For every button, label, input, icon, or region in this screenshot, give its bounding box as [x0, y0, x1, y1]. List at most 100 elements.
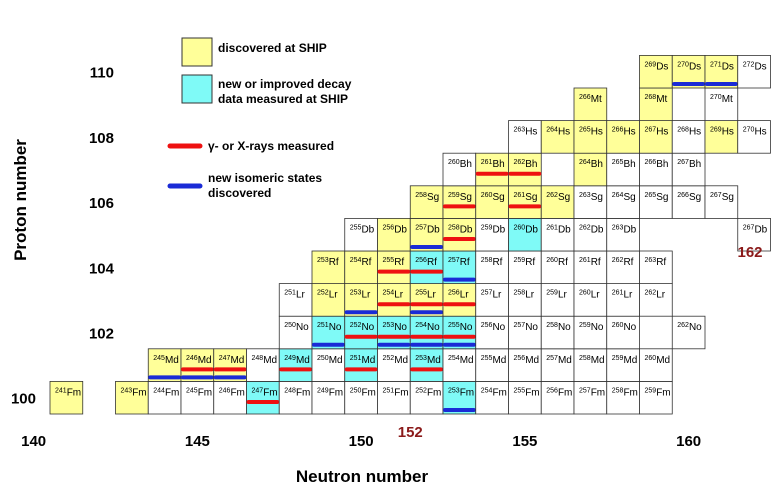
mass-number: 260	[546, 257, 558, 264]
mass-number: 256	[514, 355, 526, 362]
nuclide-label: 254Lr	[383, 290, 404, 301]
nuclide-db-257: 257Db	[409, 217, 444, 252]
nuclide-label: 256Md	[514, 355, 540, 366]
nuclide-fm-246: 246Fm	[213, 380, 247, 415]
nuclide-label: 261Lr	[612, 290, 633, 301]
cell-box	[737, 120, 771, 154]
legend-item-1: discovered at SHIP	[181, 37, 327, 67]
mass-number: 263	[514, 127, 526, 134]
nuclide-db-256: 256Db	[377, 217, 411, 252]
cell-box	[671, 152, 706, 187]
nuclide-no-255: 255No	[442, 315, 477, 350]
cell-box	[311, 380, 346, 415]
nuclide-rf-259: 259Rf	[508, 250, 542, 284]
element-symbol: Md	[591, 355, 605, 366]
mass-number: 267	[645, 127, 657, 134]
nuclide-mt-268: 268Mt	[639, 87, 673, 121]
nuclide-label: 244Fm	[153, 387, 179, 398]
cell-box	[475, 348, 509, 382]
element-symbol: Sg	[722, 192, 734, 203]
nuclide-label: 258Fm	[612, 387, 638, 398]
nuclide-no-257: 257No	[508, 315, 542, 350]
mass-number: 264	[546, 127, 558, 134]
mass-number: 269	[645, 61, 657, 68]
nuclide-lr-260: 260Lr	[573, 283, 608, 317]
legend-label: discovered at SHIP	[218, 41, 327, 55]
element-symbol: Lr	[591, 290, 601, 301]
element-symbol: Bh	[525, 159, 537, 170]
cell-box	[606, 120, 640, 154]
magic-number-162: 162	[737, 244, 762, 261]
cell-box	[573, 250, 608, 284]
nuclide-sg-267: 267Sg	[704, 185, 739, 219]
nuclide-ds-270: 270Ds	[671, 55, 706, 89]
nuclide-fm-248: 248Fm	[278, 380, 313, 415]
element-symbol: No	[525, 322, 538, 333]
mass-number: 254	[415, 322, 427, 329]
element-symbol: Lr	[492, 290, 502, 301]
nuclide-label: 253No	[383, 322, 408, 333]
nuclide-rf-260: 260Rf	[540, 250, 575, 284]
cell-box	[278, 283, 313, 317]
nuclide-label: 245Fm	[186, 387, 212, 398]
nuclide-label: 260Md	[645, 355, 671, 366]
nuclide-label: 247Fm	[252, 387, 278, 398]
nuclide-ds-269: 269Ds	[639, 55, 673, 89]
nuclide-rf-256: 256Rf	[409, 250, 444, 284]
nuclide-label: 245Md	[153, 355, 179, 366]
element-symbol: Ds	[722, 61, 734, 72]
mass-number: 254	[350, 257, 362, 264]
nuclide-hs-269: 269Hs	[704, 120, 739, 154]
cell-box	[639, 87, 673, 121]
nuclide-hs-264: 264Hs	[540, 120, 575, 154]
cell-box	[639, 152, 673, 187]
element-symbol: Fm	[427, 387, 441, 398]
mass-number: 255	[350, 224, 362, 231]
element-symbol: Db	[492, 224, 505, 235]
mass-number: 256	[383, 224, 395, 231]
mass-number: 258	[448, 224, 460, 231]
nuclide-label: 258Md	[579, 355, 605, 366]
nuclide-label: 254Md	[448, 355, 474, 366]
element-symbol: Md	[361, 355, 375, 366]
nuclide-no-252: 252No	[344, 315, 378, 350]
cell-box	[639, 283, 673, 317]
cell-box	[115, 380, 149, 415]
mass-number: 261	[579, 257, 591, 264]
cell-box	[540, 217, 575, 252]
nuclide-db-262: 262Db	[573, 217, 608, 252]
magic-number-152: 152	[398, 424, 423, 441]
cell-box	[540, 283, 575, 317]
cell-box	[639, 250, 673, 284]
x-tick-160: 160	[676, 433, 701, 450]
cell-box	[344, 315, 378, 350]
element-symbol: Md	[329, 355, 343, 366]
element-symbol: Sg	[558, 192, 570, 203]
element-symbol: Hs	[722, 127, 734, 138]
mass-number: 247	[219, 355, 231, 362]
nuclide-label: 263Rf	[645, 257, 667, 268]
cell-box	[606, 348, 640, 382]
element-symbol: Db	[361, 224, 374, 235]
element-symbol: Rf	[525, 257, 535, 268]
nuclide-label: 263Sg	[579, 192, 603, 203]
nuclide-md-248: 248Md	[246, 348, 280, 382]
cell-box	[606, 380, 640, 415]
element-symbol: Md	[230, 355, 244, 366]
nuclide-label: 258Lr	[514, 290, 535, 301]
nuclide-hs-263: 263Hs	[508, 120, 542, 154]
mass-number: 262	[546, 192, 558, 199]
nuclide-label: 262Rf	[612, 257, 634, 268]
nuclide-lr-261: 261Lr	[606, 283, 640, 317]
nuclide-label: 248Md	[252, 355, 278, 366]
element-symbol: No	[492, 322, 505, 333]
element-symbol: Bh	[591, 159, 603, 170]
nuclide-label: 241Fm	[55, 387, 81, 398]
element-symbol: Sg	[460, 192, 472, 203]
nuclide-label: 251Fm	[383, 387, 409, 398]
element-symbol: Md	[558, 355, 572, 366]
element-symbol: Bh	[689, 159, 701, 170]
mass-number: 260	[645, 355, 657, 362]
